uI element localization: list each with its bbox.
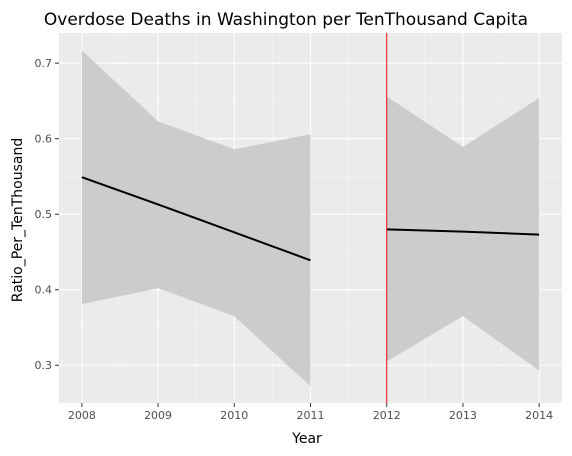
y-tick-label: 0.6 [35,133,53,146]
trend-line [386,228,540,236]
x-tick-label: 2009 [144,409,172,422]
x-tick-label: 2008 [68,409,96,422]
x-tick-label: 2013 [449,409,477,422]
trend-lines [81,176,540,262]
x-tick-label: 2012 [373,409,401,422]
trend-line [81,176,311,262]
x-tick-label: 2014 [525,409,553,422]
x-tick-label: 2010 [220,409,248,422]
y-axis-ticks: 0.3 0.4 0.5 0.6 0.7 [35,57,59,372]
y-tick-label: 0.4 [35,284,53,297]
y-tick-label: 0.5 [35,208,53,221]
confidence-band [386,96,540,371]
y-tick-label: 0.7 [35,57,53,70]
x-tick-label: 2011 [297,409,325,422]
y-axis-title: Ratio_Per_TenThousand [10,138,26,302]
x-axis-ticks: 2008 2009 2010 2011 2012 2013 2014 [68,403,553,422]
x-axis-title: Year [291,431,322,447]
y-tick-label: 0.3 [35,359,53,372]
chart-title: Overdose Deaths in Washington per TenTho… [44,10,528,30]
